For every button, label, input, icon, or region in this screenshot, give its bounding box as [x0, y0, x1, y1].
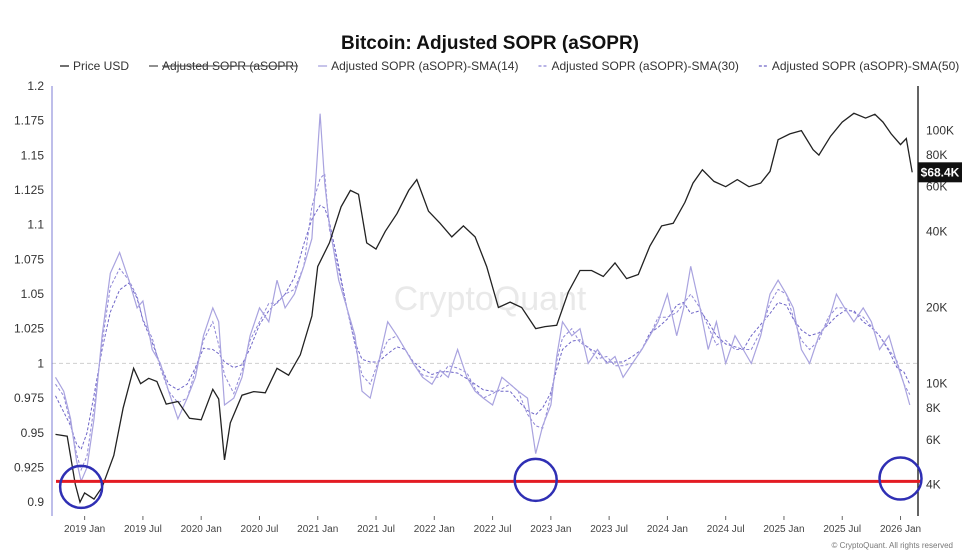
x-tick-label: 2021 Jul — [357, 524, 395, 535]
y-right-tick-label: 20K — [926, 300, 947, 314]
x-tick-label: 2020 Jan — [181, 524, 222, 535]
y-left-tick-label: 1.125 — [14, 183, 44, 197]
current-price-badge-bg — [918, 162, 962, 183]
current-price-label: $68.4K — [921, 165, 960, 179]
legend-label: Adjusted SOPR (aSOPR)-SMA(30) — [551, 59, 738, 73]
watermark: CryptoQuant — [394, 280, 587, 318]
series-sopr-sma50 — [55, 204, 911, 451]
legend-item-4: Adjusted SOPR (aSOPR)-SMA(50) — [758, 59, 959, 73]
highlight-circle-0 — [58, 464, 104, 510]
x-tick-label: 2019 Jan — [64, 524, 105, 535]
y-right-tick-label: 8K — [926, 401, 941, 415]
y-left-tick-label: 1.05 — [21, 287, 45, 301]
x-tick-label: 2025 Jul — [823, 524, 861, 535]
legend-label: Adjusted SOPR (aSOPR)-SMA(50) — [772, 59, 959, 73]
y-right-tick-label: 10K — [926, 377, 947, 391]
highlight-circle-2 — [878, 456, 923, 501]
y-left-tick-label: 1 — [37, 356, 44, 370]
y-right-tick-label: 4K — [926, 477, 941, 491]
x-tick-label: 2019 Jul — [124, 524, 162, 535]
y-left-tick-label: 1.025 — [14, 322, 44, 336]
x-tick-label: 2023 Jan — [530, 524, 571, 535]
x-tick-label: 2020 Jul — [241, 524, 279, 535]
highlight-circle-1 — [513, 457, 558, 503]
x-tick-label: 2021 Jan — [297, 524, 338, 535]
chart-title: Bitcoin: Adjusted SOPR (aSOPR) — [341, 33, 639, 54]
legend-item-2: Adjusted SOPR (aSOPR)-SMA(14) — [318, 59, 518, 73]
y-left-tick-label: 0.975 — [14, 391, 44, 405]
y-left-tick-label: 1.15 — [21, 148, 45, 162]
legend-item-3: Adjusted SOPR (aSOPR)-SMA(30) — [538, 59, 739, 73]
x-tick-label: 2026 Jan — [880, 524, 921, 535]
series-layer — [54, 112, 913, 505]
series-price-usd — [55, 112, 913, 505]
current-price-badge: $68.4K — [918, 162, 962, 183]
y-right-tick-label: 80K — [926, 148, 947, 162]
legend-label: Price USD — [73, 59, 129, 73]
y-right-tick-label: 60K — [926, 180, 947, 194]
legend-label: Adjusted SOPR (aSOPR)-SMA(14) — [331, 59, 518, 73]
x-tick-label: 2024 Jul — [707, 524, 745, 535]
series-sopr-sma30 — [55, 172, 911, 472]
annotations: $68.4K — [56, 162, 962, 510]
legend: Price USD Adjusted SOPR (aSOPR) Adjusted S… — [60, 59, 959, 73]
axes: 1.2 1.175 1.15 1.125 1.1 1.075 1.05 1.025 1 0.975… — [14, 79, 954, 535]
series-sopr-sma14 — [54, 113, 911, 484]
y-left-tick-label: 1.175 — [14, 114, 44, 128]
x-tick-label: 2023 Jul — [590, 524, 628, 535]
y-left-tick-label: 1.075 — [14, 252, 44, 266]
y-right-tick-label: 100K — [926, 124, 954, 138]
x-tick-label: 2024 Jan — [647, 524, 688, 535]
y-right-tick-label: 40K — [926, 224, 947, 238]
x-tick-label: 2022 Jul — [474, 524, 512, 535]
y-right-tick-label: 6K — [926, 433, 941, 447]
legend-item-1: Adjusted SOPR (aSOPR) — [149, 59, 299, 73]
y-left-tick-label: 0.9 — [27, 495, 44, 509]
x-tick-label: 2022 Jan — [414, 524, 455, 535]
x-tick-label: 2025 Jan — [763, 524, 804, 535]
legend-item-0: Price USD — [60, 59, 129, 73]
y-left-tick-label: 1.1 — [27, 218, 44, 232]
copyright-credit: © CryptoQuant. All rights reserved — [832, 541, 954, 550]
y-left-tick-label: 0.95 — [21, 426, 45, 440]
y-left-tick-label: 1.2 — [27, 79, 44, 93]
y-left-tick-label: 0.925 — [14, 460, 44, 474]
